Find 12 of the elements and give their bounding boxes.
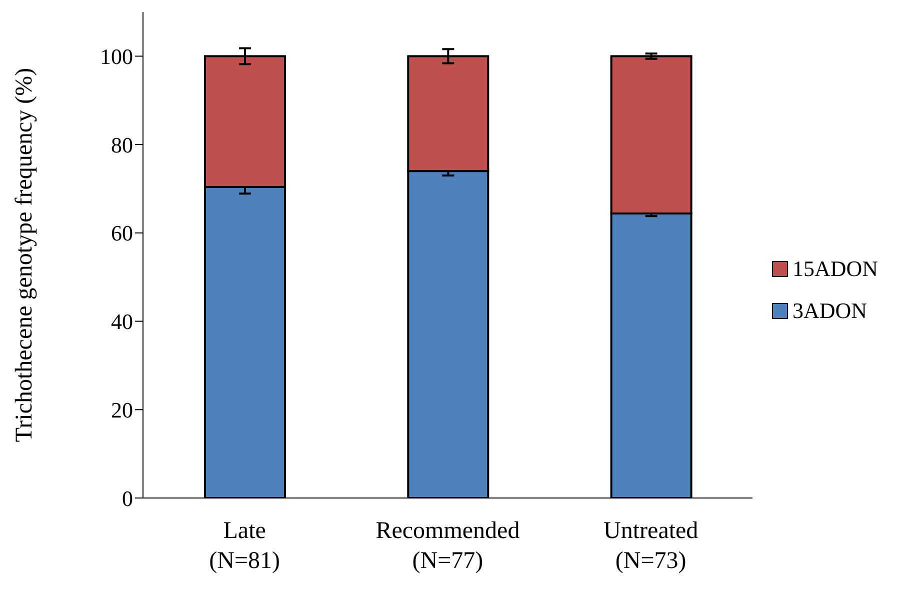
y-tick-label: 0 [122, 486, 133, 511]
y-tick-label: 80 [111, 132, 133, 158]
legend-label: 15ADON [792, 256, 878, 282]
x-tick-label: Late (N=81) [209, 518, 280, 574]
y-tick-label: 40 [111, 309, 133, 334]
x-tick-label: Recommended (N=77) [376, 518, 520, 574]
y-tick-label: 100 [100, 44, 133, 69]
y-axis-title: Trichothecene genotype frequency (%) [12, 68, 38, 442]
y-tick-label: 20 [111, 397, 133, 422]
legend-label: 3ADON [792, 298, 867, 324]
x-tick-label: Untreated (N=73) [604, 518, 698, 574]
y-tick-label: 60 [111, 220, 133, 246]
